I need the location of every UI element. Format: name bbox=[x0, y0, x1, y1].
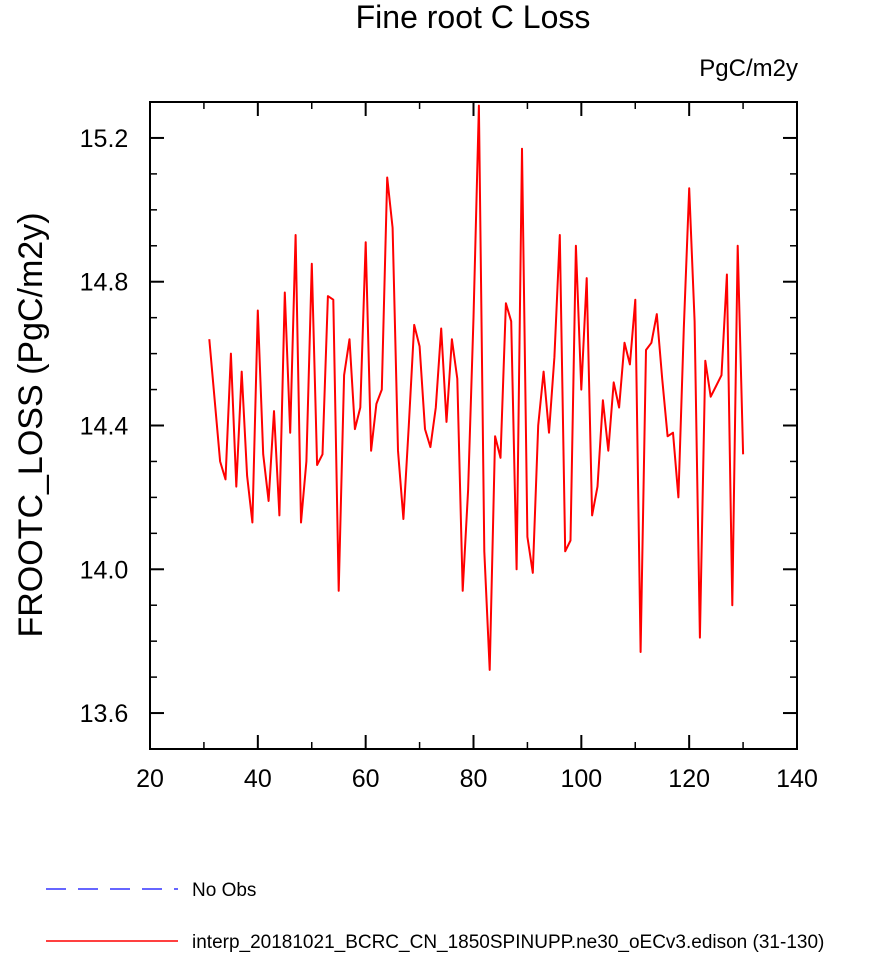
legend-label-no-obs: No Obs bbox=[192, 880, 256, 901]
y-axis-label: FROOTC_LOSS (PgC/m2y) bbox=[12, 212, 50, 637]
plot-frame bbox=[149, 101, 798, 750]
y-tick-label: 13.6 bbox=[80, 700, 129, 728]
chart-title: Fine root C Loss bbox=[356, 0, 591, 35]
x-tick-label: 100 bbox=[560, 765, 602, 793]
plot-area: 20 40 60 80 100 120 140 13.6 14.0 14.4 14.8 15.2 bbox=[80, 101, 818, 793]
legend: No Obs interp_20181021_BCRC_CN_1850SPINU… bbox=[46, 880, 824, 953]
x-tick-label: 140 bbox=[776, 765, 818, 793]
series-line bbox=[208, 104, 745, 671]
y-tick-label: 14.4 bbox=[80, 413, 129, 441]
legend-label-model: interp_20181021_BCRC_CN_1850SPINUPP.ne30… bbox=[192, 932, 824, 953]
units-label: PgC/m2y bbox=[699, 55, 798, 82]
y-tick-label: 14.0 bbox=[80, 556, 129, 584]
x-tick-label: 20 bbox=[136, 765, 164, 793]
x-tick-label: 80 bbox=[460, 765, 488, 793]
y-tick-label: 14.8 bbox=[80, 269, 129, 297]
x-tick-label: 60 bbox=[352, 765, 380, 793]
x-tick-label: 120 bbox=[668, 765, 710, 793]
y-tick-label: 15.2 bbox=[80, 125, 129, 153]
x-tick-label: 40 bbox=[244, 765, 272, 793]
